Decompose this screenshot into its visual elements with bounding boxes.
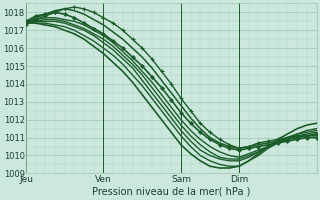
X-axis label: Pression niveau de la mer( hPa ): Pression niveau de la mer( hPa ): [92, 187, 251, 197]
